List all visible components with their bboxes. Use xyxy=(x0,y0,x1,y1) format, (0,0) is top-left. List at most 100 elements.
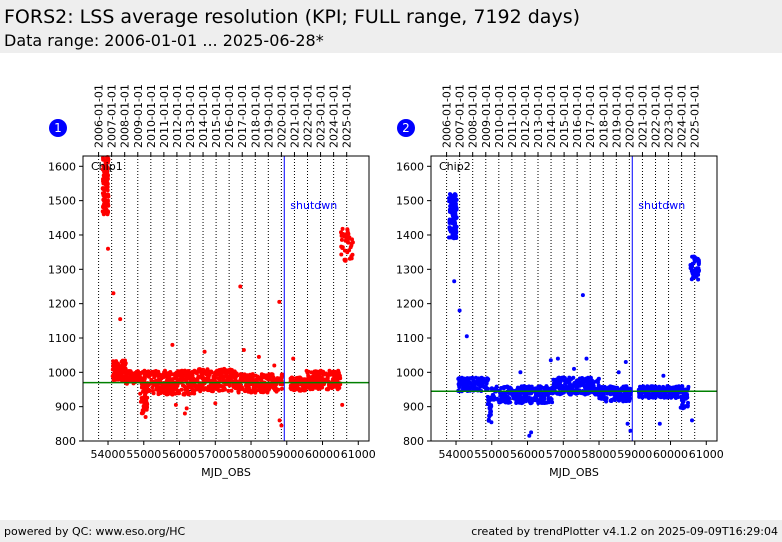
data-point xyxy=(564,384,569,389)
chip-badge-number: 2 xyxy=(402,121,410,135)
data-point xyxy=(245,376,250,381)
data-point-outlier xyxy=(118,317,123,322)
data-point xyxy=(266,375,271,380)
data-point xyxy=(539,395,544,400)
data-point xyxy=(100,186,105,191)
data-point xyxy=(462,384,467,389)
data-point xyxy=(333,373,338,378)
data-point xyxy=(472,385,477,390)
data-point xyxy=(339,231,344,236)
data-point xyxy=(653,391,658,396)
data-point xyxy=(311,374,316,379)
data-point xyxy=(501,385,506,390)
data-point xyxy=(580,376,585,380)
data-point xyxy=(103,182,108,186)
data-point xyxy=(691,274,696,279)
data-point xyxy=(471,378,476,382)
x-tick-label: 60000 xyxy=(653,448,688,461)
data-point xyxy=(454,197,459,202)
data-point xyxy=(576,391,581,395)
data-point xyxy=(549,397,554,402)
y-tick-label: 800 xyxy=(55,435,76,448)
data-point xyxy=(101,155,105,160)
data-point-outlier xyxy=(272,363,277,368)
data-point xyxy=(509,391,514,395)
data-point-outlier xyxy=(143,415,148,419)
data-point xyxy=(637,394,642,399)
x-tick-label: 61000 xyxy=(689,448,724,461)
data-point xyxy=(517,400,522,405)
data-point xyxy=(164,372,169,377)
top-tick-label: 2006-01-01 xyxy=(441,84,454,148)
data-point xyxy=(461,376,466,381)
data-point xyxy=(192,391,197,396)
data-point xyxy=(648,386,653,391)
top-tick-label: 2007-01-01 xyxy=(454,84,467,148)
data-point xyxy=(550,400,555,405)
data-point xyxy=(105,176,110,181)
x-axis-label: MJD_OBS xyxy=(549,466,599,479)
data-point xyxy=(618,393,623,398)
data-point xyxy=(520,400,525,405)
data-point xyxy=(289,383,293,388)
data-point-outlier xyxy=(213,401,218,406)
x-tick-label: 59000 xyxy=(617,448,652,461)
data-point xyxy=(547,386,552,391)
top-tick-label: 2020-01-01 xyxy=(623,84,636,148)
data-point xyxy=(189,385,194,390)
data-point xyxy=(216,376,221,381)
data-point xyxy=(206,388,210,393)
data-point xyxy=(119,374,124,379)
top-tick-label: 2022-01-01 xyxy=(302,84,315,148)
data-point xyxy=(501,399,506,404)
data-point xyxy=(140,376,145,381)
data-point xyxy=(101,177,105,182)
data-point xyxy=(125,375,130,380)
data-point xyxy=(623,393,628,398)
data-point xyxy=(597,387,602,392)
data-point-outlier xyxy=(182,411,187,416)
data-point xyxy=(690,268,695,273)
data-point xyxy=(226,388,231,393)
data-point xyxy=(149,372,154,377)
data-point xyxy=(241,375,246,380)
data-point xyxy=(135,369,140,374)
data-point xyxy=(155,371,160,376)
data-point xyxy=(481,376,486,381)
data-point xyxy=(457,379,462,384)
data-point-outlier xyxy=(457,308,462,313)
data-point xyxy=(560,385,565,390)
data-point-outlier xyxy=(277,299,282,304)
y-tick-label: 1500 xyxy=(396,195,424,208)
data-point-outlier xyxy=(184,406,189,411)
data-point xyxy=(579,381,584,386)
data-point xyxy=(555,380,560,385)
data-point xyxy=(141,395,146,400)
data-point xyxy=(163,385,168,390)
data-point xyxy=(119,366,123,371)
data-point xyxy=(601,393,605,398)
data-point xyxy=(454,215,459,220)
data-point xyxy=(316,387,321,391)
data-point-outlier xyxy=(279,423,284,428)
data-point xyxy=(527,391,532,396)
data-point xyxy=(114,373,118,378)
data-point xyxy=(238,385,243,390)
data-point xyxy=(203,371,208,376)
data-point xyxy=(646,396,651,400)
data-point xyxy=(188,376,193,381)
data-point xyxy=(619,386,624,391)
top-tick-label: 2024-01-01 xyxy=(676,84,689,148)
data-point xyxy=(476,376,481,381)
chip-badge-number: 1 xyxy=(54,121,62,135)
top-tick-label: 2025-01-01 xyxy=(689,84,702,148)
data-point-outlier xyxy=(256,354,261,359)
data-point xyxy=(188,391,193,396)
data-point xyxy=(343,257,348,262)
data-point xyxy=(526,385,530,390)
data-point xyxy=(195,377,200,382)
data-point xyxy=(209,378,214,383)
top-tick-label: 2009-01-01 xyxy=(480,84,493,148)
plot-frame xyxy=(430,155,718,442)
data-point xyxy=(208,382,213,387)
